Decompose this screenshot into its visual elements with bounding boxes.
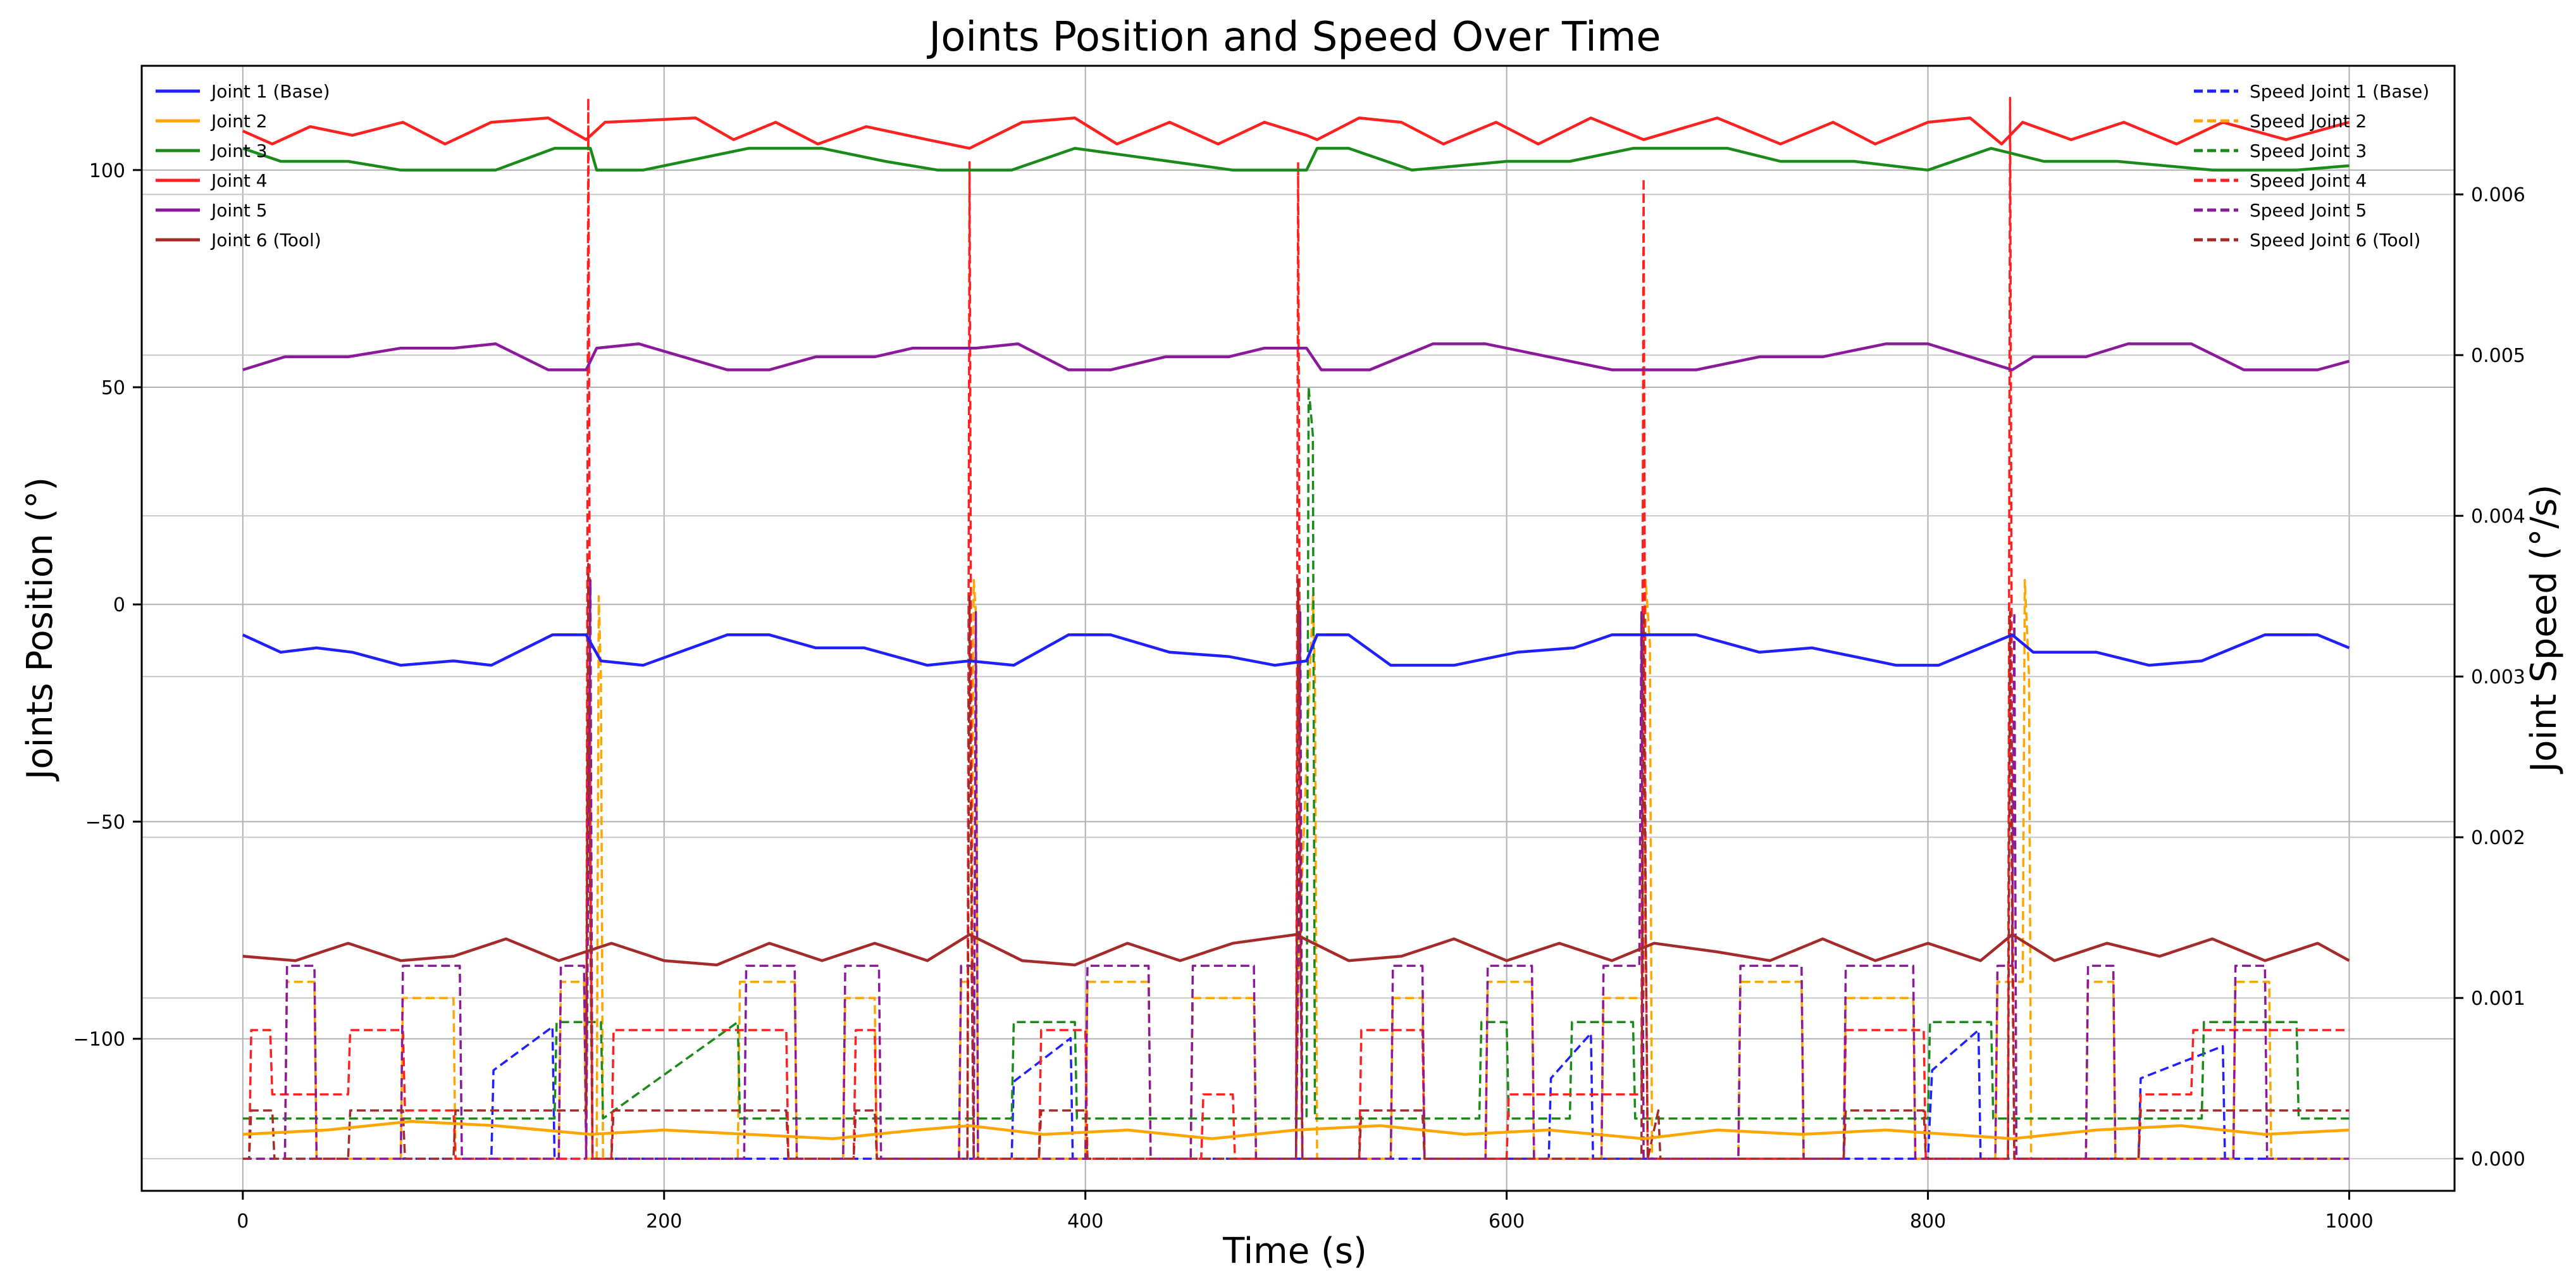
chart-title: Joints Position and Speed Over Time (926, 14, 1661, 61)
legend-label-joint3: Joint 3 (210, 140, 268, 161)
y-tick-label: −50 (85, 811, 125, 833)
y-tick-label: 50 (101, 377, 125, 399)
position-lines (242, 116, 2350, 1140)
legend-label-speed-joint1: Speed Joint 1 (Base) (2250, 81, 2429, 102)
legend-label-joint5: Joint 5 (210, 200, 268, 221)
y2-tick-label: 0.006 (2471, 184, 2525, 206)
x-tick-label: 0 (237, 1210, 249, 1233)
y2-axis-label: Joint Speed (°/s) (2523, 485, 2565, 774)
legend-label-joint2: Joint 2 (210, 111, 268, 132)
y-axis-label: Joints Position (°) (20, 477, 61, 781)
legend-label-speed-joint6: Speed Joint 6 (Tool) (2250, 230, 2420, 251)
position-line-joint3 (242, 147, 2350, 172)
legend-label-joint4: Joint 4 (210, 170, 268, 191)
y2-tick-label: 0.005 (2471, 345, 2525, 367)
position-line-joint2 (242, 1119, 2350, 1140)
legend-label-speed-joint2: Speed Joint 2 (2250, 111, 2367, 132)
y-tick-label: 100 (89, 160, 125, 182)
y2-tick-label: 0.002 (2471, 827, 2525, 849)
legend-label-speed-joint4: Speed Joint 4 (2250, 170, 2367, 191)
y-tick-label: −100 (73, 1029, 125, 1051)
y2-tick-label: 0.004 (2471, 506, 2525, 528)
y2-tick-label: 0.001 (2471, 988, 2525, 1010)
x-tick-label: 200 (646, 1210, 682, 1233)
position-line-joint4 (242, 116, 2350, 150)
speed-line-joint3 (242, 386, 2350, 1120)
x-axis-label: Time (s) (1222, 1231, 1367, 1272)
position-line-joint6 (242, 933, 2350, 967)
y2-tick-label: 0.000 (2471, 1148, 2525, 1171)
legend-label-speed-joint5: Speed Joint 5 (2250, 200, 2367, 221)
position-line-joint5 (242, 342, 2350, 371)
legend-label-joint6: Joint 6 (Tool) (210, 230, 321, 251)
axes: 0 200 400 600 800 1000 −100 −50 0 50 100 0.000 0.001… (73, 160, 2525, 1233)
plot-frame (140, 65, 2456, 1192)
position-line-joint1 (242, 633, 2350, 667)
speed-line-joint5 (242, 579, 2350, 1160)
legend-speeds: Speed Joint 1 (Base) Speed Joint 2 Speed J… (2194, 81, 2429, 251)
y2-tick-label: 0.003 (2471, 666, 2525, 688)
legend-label-speed-joint3: Speed Joint 3 (2250, 140, 2367, 161)
x-tick-label: 1000 (2325, 1210, 2373, 1233)
x-tick-label: 600 (1489, 1210, 1525, 1233)
legend-positions: Joint 1 (Base) Joint 2 Joint 3 Joint 4 Joint… (156, 81, 330, 251)
x-tick-label: 400 (1067, 1210, 1103, 1233)
x-tick-label: 800 (1910, 1210, 1946, 1233)
legend-label-joint1: Joint 1 (Base) (210, 81, 330, 102)
y-tick-label: 0 (113, 594, 125, 616)
